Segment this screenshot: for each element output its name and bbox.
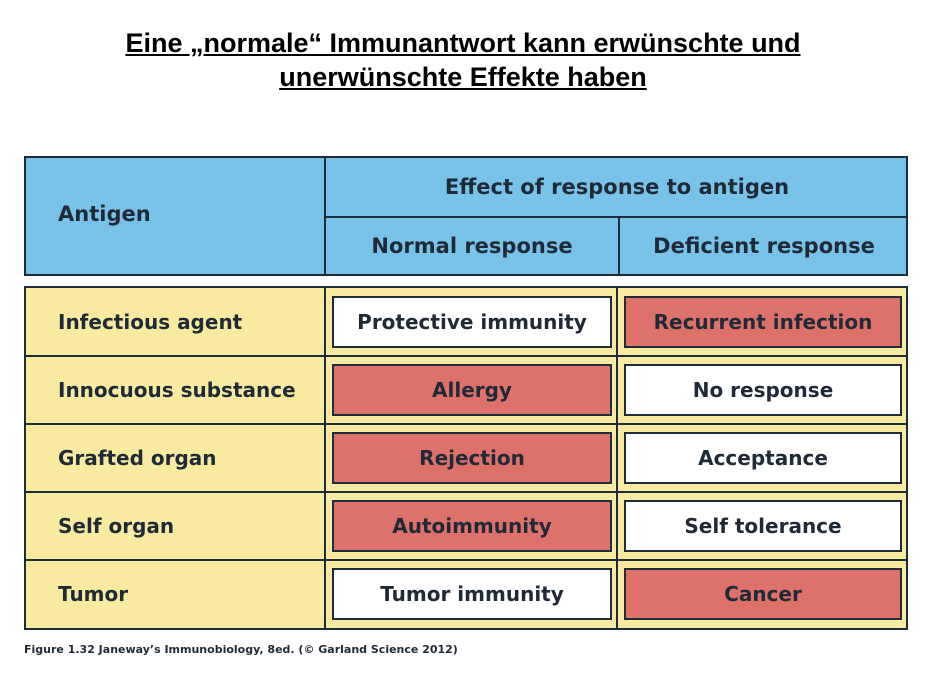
column-divider — [324, 288, 326, 628]
row-antigen-label: Infectious agent — [58, 310, 243, 334]
deficient-response-cell: Acceptance — [624, 432, 902, 484]
normal-response-cell: Tumor immunity — [332, 568, 612, 620]
row-divider — [26, 559, 906, 561]
header-normal-response: Normal response — [326, 218, 620, 274]
column-divider — [616, 288, 618, 628]
row-antigen-label: Self organ — [58, 514, 175, 538]
title-line-2: unerwünschte Effekte haben — [279, 62, 647, 92]
table-row: Innocuous substance Allergy No response — [26, 356, 906, 425]
deficient-response-cell: Recurrent infection — [624, 296, 902, 348]
row-divider — [26, 491, 906, 493]
header-antigen-cell: Antigen — [26, 158, 326, 274]
normal-response-cell: Protective immunity — [332, 296, 612, 348]
normal-response-cell: Autoimmunity — [332, 500, 612, 552]
row-antigen-label: Tumor — [58, 582, 129, 606]
row-antigen-label: Grafted organ — [58, 446, 217, 470]
deficient-response-cell: Cancer — [624, 568, 902, 620]
table-header: Antigen Effect of response to antigen No… — [24, 156, 908, 276]
table-body: Infectious agent Protective immunity Rec… — [24, 286, 908, 630]
row-antigen-label: Innocuous substance — [58, 378, 296, 402]
table-row: Self organ Autoimmunity Self tolerance — [26, 492, 906, 561]
table-row: Infectious agent Protective immunity Rec… — [26, 288, 906, 357]
header-deficient-response: Deficient response — [653, 234, 875, 258]
deficient-response-cell: Self tolerance — [624, 500, 902, 552]
header-antigen: Antigen — [58, 202, 151, 226]
deficient-response-cell: No response — [624, 364, 902, 416]
row-divider — [26, 423, 906, 425]
normal-response-cell: Allergy — [332, 364, 612, 416]
figure-caption: Figure 1.32 Janeway’s Immunobiology, 8ed… — [24, 643, 458, 656]
row-divider — [26, 355, 906, 357]
header-effect: Effect of response to antigen — [326, 158, 908, 218]
table-row: Grafted organ Rejection Acceptance — [26, 424, 906, 493]
table-row: Tumor Tumor immunity Cancer — [26, 560, 906, 628]
title-line-1: Eine „normale“ Immunantwort kann erwünsc… — [125, 28, 801, 58]
page-title: Eine „normale“ Immunantwort kann erwünsc… — [0, 26, 926, 94]
normal-response-cell: Rejection — [332, 432, 612, 484]
